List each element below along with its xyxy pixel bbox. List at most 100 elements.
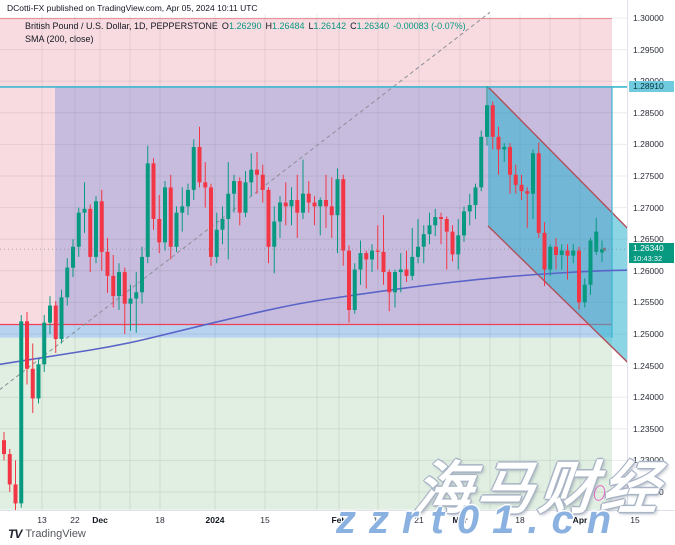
candle-body xyxy=(439,217,443,219)
candle-body xyxy=(94,201,98,257)
price-tick: 1.27500 xyxy=(633,171,664,181)
current-price-value: 1.26340 xyxy=(633,243,664,254)
candle-body xyxy=(19,321,24,504)
candle-body xyxy=(519,184,524,192)
candle-body xyxy=(496,136,501,150)
candle-body xyxy=(542,232,547,270)
candle-body xyxy=(594,231,599,252)
candle-body xyxy=(209,187,213,257)
time-tick: 22 xyxy=(70,515,80,525)
ohlc-val: 1.26142 xyxy=(313,21,347,31)
ohlc-val: 1.26340 xyxy=(356,21,390,31)
candle-body xyxy=(36,364,41,399)
attribution-text: DCotti-FX published on TradingView.com, … xyxy=(7,3,258,13)
zone-blue-band[interactable] xyxy=(0,324,612,338)
candle-body xyxy=(232,181,236,194)
ohlc-key: H xyxy=(265,21,272,31)
candle-body xyxy=(444,218,449,232)
candle-body xyxy=(490,105,495,137)
candle-body xyxy=(203,182,208,188)
candle-body xyxy=(427,225,432,235)
candle-body xyxy=(301,193,305,213)
candle-body xyxy=(479,136,484,188)
symbol-title: British Pound / U.S. Dollar, 1D, PEPPERS… xyxy=(25,21,218,31)
candle-body xyxy=(600,249,604,253)
grid xyxy=(0,14,627,510)
ohlc-key: L xyxy=(308,21,314,31)
channel-upper-border[interactable] xyxy=(487,86,630,231)
zone-pink-left[interactable] xyxy=(0,86,55,325)
candle-body xyxy=(456,235,461,255)
candle-body xyxy=(536,153,541,233)
sma-200-line[interactable] xyxy=(0,269,628,366)
ohlc-key: O xyxy=(221,21,229,31)
candle-body xyxy=(548,246,553,270)
candle-body xyxy=(347,250,351,310)
price-tick: 1.24500 xyxy=(633,360,664,371)
time-tick: Apr xyxy=(572,515,588,525)
tradingview-logo[interactable]: TV TradingView xyxy=(8,527,86,541)
candle-body xyxy=(306,193,311,203)
chart-plot-area[interactable] xyxy=(0,0,630,513)
price-tick: 1.25000 xyxy=(633,329,664,339)
candle-body xyxy=(467,205,472,212)
chart-legend: British Pound / U.S. Dollar, 1D, PEPPERS… xyxy=(25,21,466,44)
time-tick: 12 xyxy=(373,515,383,525)
candle-body xyxy=(588,240,593,285)
candle-body xyxy=(318,200,323,207)
candle-body xyxy=(370,250,374,260)
candle-body xyxy=(278,202,282,222)
time-tick: 15 xyxy=(260,515,270,525)
candle-body xyxy=(531,153,535,194)
candle-body xyxy=(416,246,420,257)
price-tick: 1.22500 xyxy=(633,487,664,497)
zone-green[interactable] xyxy=(0,337,612,510)
candle-body xyxy=(525,191,530,194)
candle-body xyxy=(48,305,52,323)
channel-lower-border[interactable] xyxy=(487,225,630,365)
time-tick: 13 xyxy=(37,515,47,525)
candle-body xyxy=(571,250,576,256)
candle-body xyxy=(191,146,196,190)
candle-body xyxy=(352,269,357,310)
price-tick: 1.23000 xyxy=(633,455,664,466)
candle-body xyxy=(122,272,127,304)
current-price-label: 1.26340 10:43:32 xyxy=(629,243,674,264)
price-axis[interactable]: 1.300001.295001.290001.285001.280001.275… xyxy=(627,0,675,510)
watermark-url-text: zzrt01.cn xyxy=(336,498,625,542)
time-tick: 15 xyxy=(630,515,640,525)
resistance-price-label: 1.28910 xyxy=(629,80,674,92)
candle-body xyxy=(565,250,570,256)
candle-body xyxy=(582,284,587,303)
ascending-trendline[interactable] xyxy=(0,11,491,394)
ohlc-values: O1.26290 H1.26484 L1.26142 C1.26340 xyxy=(218,21,389,31)
candle-body xyxy=(140,256,144,293)
time-tick: Dec xyxy=(92,515,108,525)
legend-indicator-row: SMA (200, close) xyxy=(25,34,466,44)
descending-channel-fill[interactable] xyxy=(488,86,629,364)
time-tick: 21 xyxy=(414,515,424,525)
candle-body xyxy=(214,229,219,257)
candle-body xyxy=(283,202,288,207)
candle-body xyxy=(128,298,133,304)
candle-body xyxy=(410,256,415,276)
chart-canvas[interactable] xyxy=(0,0,630,513)
candle-body xyxy=(289,200,294,207)
candle-body xyxy=(151,163,156,219)
candle-body xyxy=(404,269,409,276)
candle-body xyxy=(180,206,185,213)
candle-body xyxy=(433,217,438,226)
candle-body xyxy=(381,251,386,273)
candle-body xyxy=(554,246,558,255)
candle-body xyxy=(266,189,271,247)
candle-body xyxy=(375,250,380,252)
candle-body xyxy=(76,212,81,247)
candles-layer[interactable] xyxy=(2,86,604,513)
zone-pink-top[interactable] xyxy=(0,18,612,87)
candle-body xyxy=(393,272,397,293)
time-axis[interactable]: 13 22 Dec 18 2024 15 Feb 12 21 Mar 18 Apr 15 xyxy=(0,510,675,531)
price-tick: 1.26000 xyxy=(633,265,664,276)
ohlc-val: 1.26290 xyxy=(228,21,262,31)
time-tick: 18 xyxy=(515,515,525,525)
candle-body xyxy=(99,201,104,252)
